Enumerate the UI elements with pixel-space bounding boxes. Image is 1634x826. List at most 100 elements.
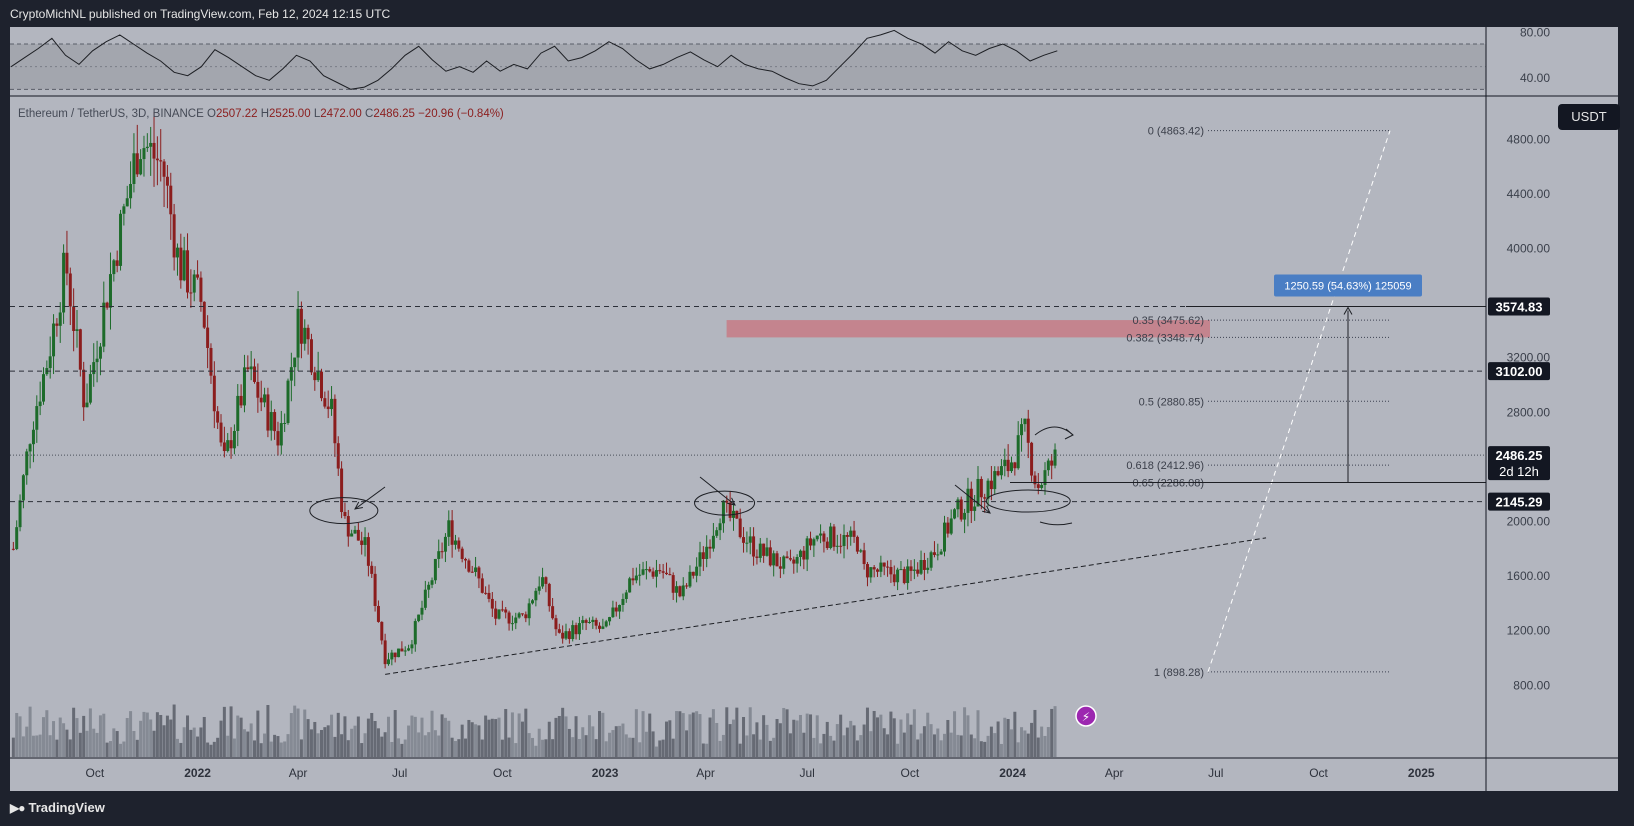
time-tick-label-1: 2022 [184, 766, 211, 780]
candle-body [507, 612, 511, 624]
candle-body [815, 535, 819, 540]
candle-body [624, 592, 628, 599]
candle-body [52, 323, 56, 357]
candle-body [149, 142, 153, 147]
volume-bar [108, 741, 112, 757]
candle-body [242, 367, 246, 406]
volume-bar [825, 721, 829, 757]
candle-body [447, 520, 451, 537]
volume-bar [876, 717, 880, 757]
volume-bar [430, 710, 434, 757]
candle-body [21, 475, 25, 501]
time-tick-label-12: Oct [1309, 766, 1328, 780]
volume-bar [119, 743, 123, 757]
tradingview-brand: TradingView [28, 800, 105, 815]
volume-bar [852, 725, 856, 757]
volume-bar [25, 726, 29, 757]
volume-bar [520, 721, 524, 757]
candle-body [370, 565, 374, 574]
candle-body [1040, 484, 1044, 488]
candle-body [832, 526, 836, 547]
candle-body [400, 648, 404, 652]
volume-bar [872, 710, 876, 757]
candle-body [360, 540, 364, 545]
volume-bar [698, 714, 702, 757]
candle-body [805, 538, 809, 560]
volume-bar [993, 733, 997, 757]
candle-body [839, 545, 843, 547]
volume-bar [303, 709, 307, 757]
arrow-annotation-2-head [727, 497, 736, 506]
level-label-0: 3574.83 [1496, 300, 1543, 315]
candle-body [802, 550, 806, 560]
volume-bar [500, 739, 504, 757]
candle-body [1023, 418, 1027, 425]
candle-body [782, 556, 786, 569]
volume-bar [1020, 727, 1024, 757]
volume-bar [343, 716, 347, 757]
volume-bar [216, 737, 220, 757]
volume-bar [752, 734, 756, 757]
candle-body [169, 185, 173, 215]
volume-bar [832, 740, 836, 757]
candle-body [809, 538, 813, 546]
volume-bar [206, 742, 210, 757]
candle-body [973, 506, 977, 511]
candle-body [979, 478, 983, 498]
candle-body [289, 367, 293, 381]
candle-body [618, 604, 622, 612]
candle-body [671, 575, 675, 593]
volume-bar [386, 716, 390, 757]
candle-body [232, 430, 236, 449]
candle-body [685, 585, 689, 587]
candle-body [762, 543, 766, 556]
volume-bar [943, 733, 947, 757]
candle-body [675, 586, 679, 593]
candle-body [735, 510, 739, 519]
volume-bar [815, 715, 819, 757]
candle-body [658, 570, 662, 572]
volume-bar [551, 739, 555, 757]
candle-body [129, 183, 133, 199]
supply-zone [726, 320, 1210, 338]
candle-body [678, 586, 682, 597]
candle-body [611, 607, 615, 618]
candle-body [742, 537, 746, 543]
tradingview-logo[interactable]: ▶● TradingView [10, 800, 105, 815]
volume-bar [433, 730, 437, 757]
volume-bar [276, 736, 280, 757]
lightning-icon-glyph: ⚡ [1082, 710, 1090, 724]
candle-body [316, 371, 320, 381]
candle-body [165, 176, 169, 186]
candle-body [386, 659, 390, 665]
volume-bar [1033, 709, 1037, 757]
price-tick-label-1: 4400.00 [1507, 187, 1551, 201]
volume-bar [701, 743, 705, 757]
volume-bar [835, 724, 839, 757]
candle-body [795, 556, 799, 564]
candle-body [916, 569, 920, 574]
axis-layer: 4800.00 4400.00 4000.00 3200.00 2800.00 2000.… [10, 27, 1618, 791]
candle-body [323, 398, 327, 407]
candle-body [571, 625, 575, 640]
currency-selector[interactable]: USDT [1558, 104, 1620, 130]
chart-frame[interactable]: 3574.83 3102.00 2145.29 2486.25 2d 12h 0 (48… [10, 27, 1618, 791]
candle-body [263, 394, 267, 403]
volume-bar [152, 730, 156, 757]
volume-bar [373, 721, 377, 757]
candle-body [336, 443, 340, 469]
candle-body [561, 632, 565, 639]
candle-body [614, 607, 618, 612]
candle-body [376, 605, 380, 622]
volume-bar [145, 712, 149, 757]
volume-bar [758, 739, 762, 757]
candle-body [537, 586, 541, 591]
candle-body [487, 592, 491, 599]
time-tick-label-10: Apr [1105, 766, 1124, 780]
candle-body [48, 356, 52, 369]
candle-body [601, 626, 605, 629]
volume-bar [802, 732, 806, 757]
candle-body [788, 558, 792, 560]
volume-bar [249, 723, 253, 757]
